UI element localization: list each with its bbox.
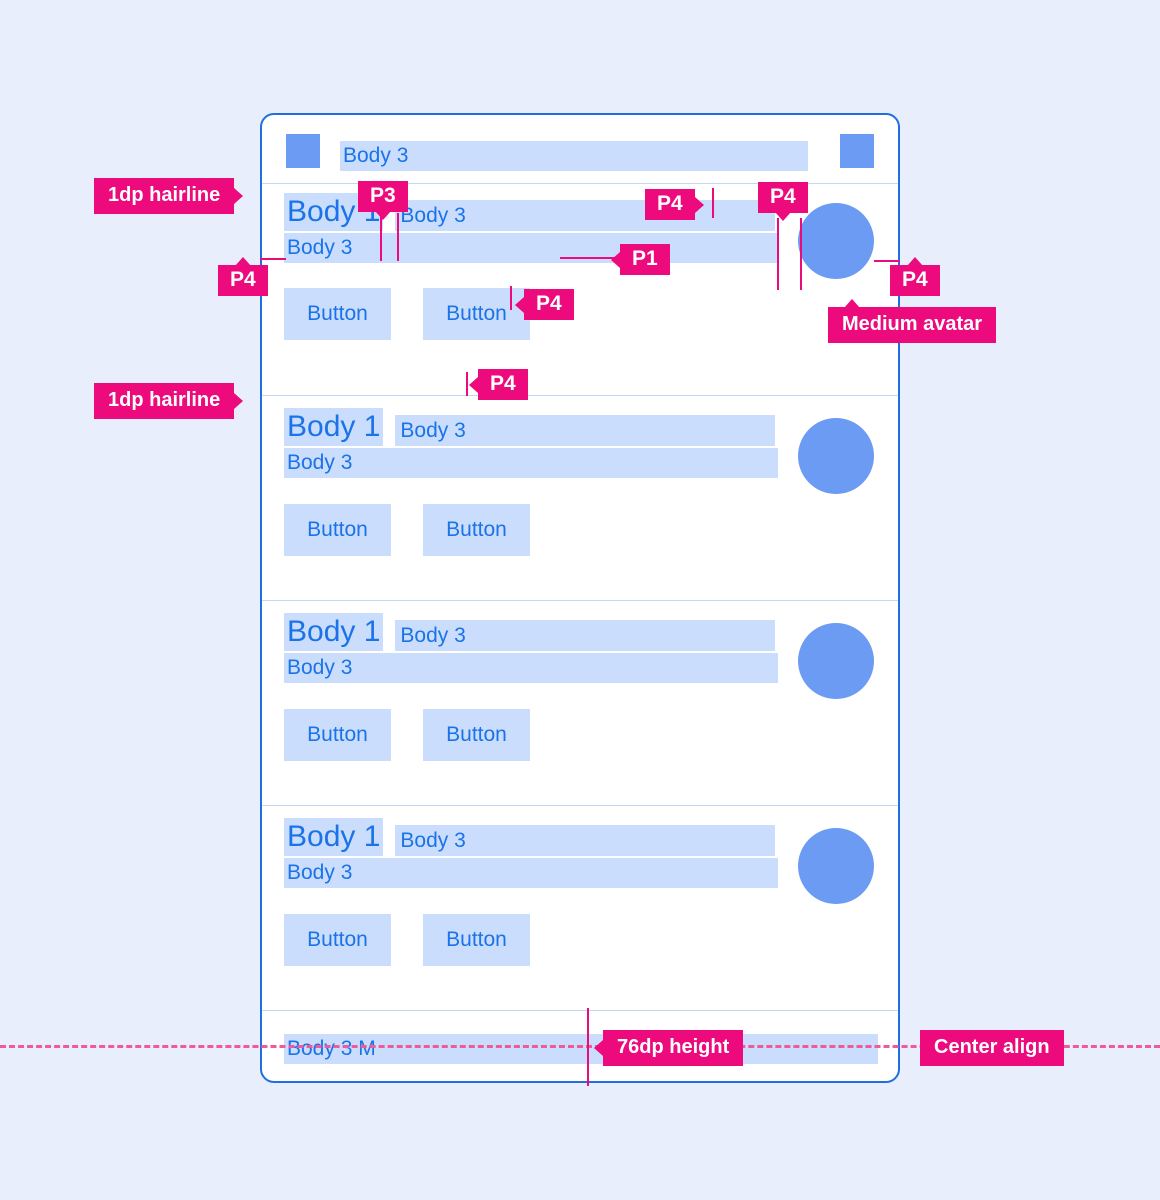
measure-rule-76dp-height <box>587 1008 589 1086</box>
list-item-title-row: Body 1 Body 3 <box>284 613 776 651</box>
measure-rule-p4-trailing-b-r <box>800 218 802 290</box>
list-item-subtitle-inline: Body 3 <box>395 825 776 856</box>
annotation-1dp-hairline-second: 1dp hairline <box>94 383 244 419</box>
list-item-subtitle-second: Body 3 <box>284 448 778 478</box>
list-item-button[interactable]: Button <box>423 504 530 556</box>
list-item[interactable]: Body 1 Body 3 Body 3 Button Button <box>262 601 898 805</box>
list-item-button[interactable]: Button <box>284 914 391 966</box>
annotation-p4-leading: P4 <box>218 257 268 296</box>
annotation-p3: P3 <box>358 181 408 220</box>
list-item-button[interactable]: Button <box>423 288 530 340</box>
avatar[interactable] <box>798 623 874 699</box>
arrow-left-icon <box>469 376 478 393</box>
list-item-subtitle-second: Body 3 <box>284 233 778 263</box>
arrow-right-icon <box>694 196 704 213</box>
list-item[interactable]: Body 1 Body 3 Body 3 Button Button <box>262 806 898 1010</box>
measure-rule-p4-avatar <box>874 260 900 262</box>
arrow-up-icon <box>906 257 923 266</box>
annotation-p1: P1 <box>611 244 670 275</box>
hairline-divider-fifth <box>262 1010 898 1011</box>
avatar[interactable] <box>798 418 874 494</box>
app-bar: Body 3 <box>262 115 898 183</box>
list-item-button[interactable]: Button <box>284 709 391 761</box>
list-card: Body 3 Body 1 Body 3 Body 3 Button Butto… <box>260 113 900 1083</box>
hairline-divider-third <box>262 600 898 601</box>
annotation-medium-avatar: Medium avatar <box>828 299 997 343</box>
list-item-subtitle-inline: Body 3 <box>395 415 776 446</box>
list-item-title: Body 1 <box>284 818 384 856</box>
list-item-button[interactable]: Button <box>423 914 530 966</box>
list-item-title-row: Body 1 Body 3 <box>284 408 776 446</box>
avatar[interactable] <box>798 203 874 279</box>
list-item-title-row: Body 1 Body 3 <box>284 818 776 856</box>
list-item[interactable]: Body 1 Body 3 Body 3 Button Button <box>262 396 898 600</box>
avatar[interactable] <box>798 828 874 904</box>
measure-rule-p4-button-gap <box>510 286 512 310</box>
measure-rule-p4-trailing-a <box>712 188 714 218</box>
measure-rule-p4-trailing-b-l <box>777 218 779 290</box>
arrow-left-icon <box>515 296 524 313</box>
list-item-subtitle-second: Body 3 <box>284 653 778 683</box>
annotation-label: 1dp hairline <box>108 389 221 411</box>
list-item-button[interactable]: Button <box>423 709 530 761</box>
annotation-label: P4 <box>230 268 256 291</box>
menu-square-icon[interactable] <box>286 134 320 168</box>
hairline-divider-second <box>262 395 898 396</box>
hairline-divider-fourth <box>262 805 898 806</box>
arrow-up-icon <box>234 257 251 266</box>
list-item[interactable]: Body 1 Body 3 Body 3 Button Button <box>262 184 898 395</box>
annotation-label: 76dp height <box>617 1036 730 1058</box>
annotation-1dp-hairline-top: 1dp hairline <box>94 178 244 214</box>
center-align-guideline <box>0 1045 1160 1048</box>
hairline-divider-top <box>262 183 898 184</box>
measure-rule-p4-leading <box>260 258 286 260</box>
annotation-label: Center align <box>934 1036 1050 1058</box>
measure-rule-p3-left <box>380 213 382 261</box>
arrow-left-icon <box>594 1040 603 1056</box>
list-item-title: Body 1 <box>284 613 384 651</box>
annotation-p4-trailing-a: P4 <box>645 189 704 220</box>
arrow-left-icon <box>611 251 620 268</box>
list-item-subtitle-second: Body 3 <box>284 858 778 888</box>
annotation-label: P4 <box>902 268 928 291</box>
list-item-button[interactable]: Button <box>284 504 391 556</box>
annotation-label: P4 <box>536 292 562 315</box>
app-bar-title: Body 3 <box>340 141 808 171</box>
annotation-label: Medium avatar <box>842 313 983 335</box>
arrow-right-icon <box>234 188 244 204</box>
annotation-center-align: Center align <box>920 1030 1064 1066</box>
annotation-p4-trailing-b: P4 <box>758 182 808 221</box>
measure-rule-p3-right <box>397 213 399 261</box>
annotation-label: P4 <box>490 372 516 395</box>
arrow-right-icon <box>234 393 244 409</box>
annotation-label: P3 <box>370 184 396 207</box>
annotation-label: 1dp hairline <box>108 184 221 206</box>
annotation-p4-button-bottom: P4 <box>469 369 528 400</box>
annotation-76dp-height: 76dp height <box>594 1030 744 1066</box>
measure-rule-p1 <box>560 257 620 259</box>
footer-text: Body 3 M <box>284 1034 878 1064</box>
annotation-label: P4 <box>657 192 683 215</box>
annotation-p4-button-gap: P4 <box>515 289 574 320</box>
measure-rule-p4-button-bottom <box>466 372 468 396</box>
list-item-button[interactable]: Button <box>284 288 391 340</box>
arrow-down-icon <box>374 211 391 220</box>
arrow-down-icon <box>774 212 791 221</box>
arrow-up-icon <box>844 299 860 308</box>
footer-row[interactable]: Body 3 M <box>262 1011 898 1081</box>
annotation-p4-avatar: P4 <box>890 257 940 296</box>
list-item-subtitle-inline: Body 3 <box>395 620 776 651</box>
annotation-label: P4 <box>770 185 796 208</box>
action-square-icon[interactable] <box>840 134 874 168</box>
list-item-title: Body 1 <box>284 408 384 446</box>
annotation-label: P1 <box>632 247 658 270</box>
list-item-subtitle-inline: Body 3 <box>395 200 776 231</box>
